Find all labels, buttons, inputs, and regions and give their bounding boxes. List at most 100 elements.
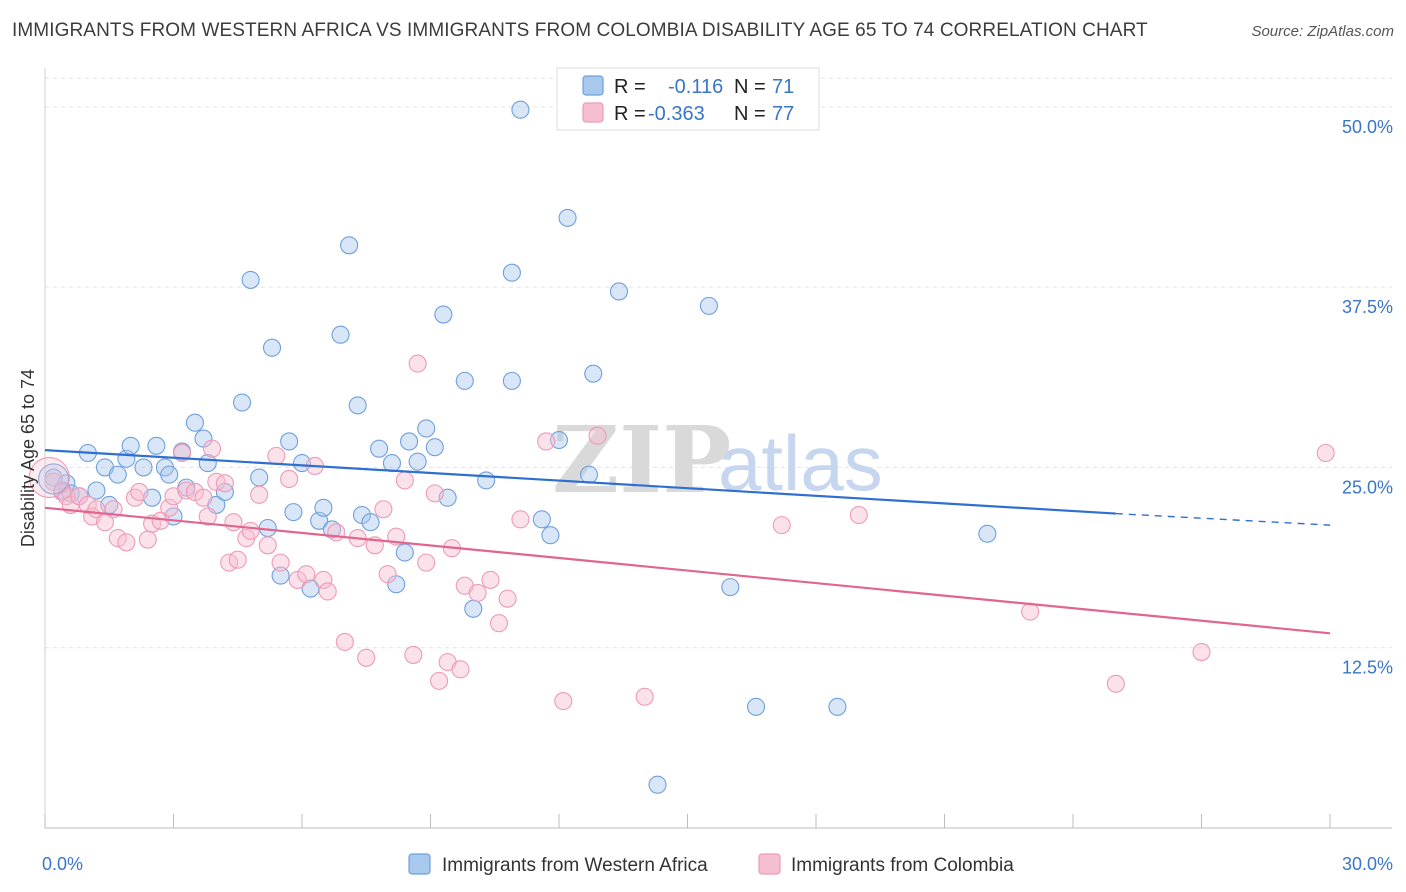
point-colombia bbox=[1106, 674, 1125, 693]
point-colombia bbox=[327, 523, 346, 542]
point-colombia bbox=[425, 484, 444, 503]
chart-title: IMMIGRANTS FROM WESTERN AFRICA VS IMMIGR… bbox=[12, 20, 1148, 41]
stats-legend: R = -0.116 N = 71 R = -0.363 N = 77 bbox=[556, 67, 820, 131]
point-western-africa bbox=[464, 599, 483, 618]
point-colombia bbox=[772, 516, 791, 535]
point-colombia bbox=[1192, 642, 1211, 662]
point-colombia bbox=[318, 582, 337, 601]
legend-swatch-western-africa bbox=[408, 853, 431, 875]
point-colombia bbox=[489, 614, 509, 633]
point-colombia bbox=[468, 583, 487, 602]
point-colombia bbox=[481, 570, 500, 589]
point-colombia bbox=[215, 474, 234, 493]
point-colombia bbox=[138, 530, 157, 549]
y-tick-label: 25.0% bbox=[1342, 477, 1393, 497]
stats-n-label-1: N = bbox=[734, 76, 766, 98]
point-colombia bbox=[250, 485, 269, 504]
point-western-africa bbox=[579, 465, 599, 484]
point-western-africa bbox=[455, 371, 474, 390]
point-western-africa bbox=[558, 208, 577, 227]
point-western-africa bbox=[511, 100, 530, 119]
point-western-africa bbox=[721, 578, 740, 597]
point-western-africa bbox=[185, 413, 204, 432]
point-western-africa bbox=[262, 338, 282, 357]
point-western-africa bbox=[301, 579, 320, 598]
point-western-africa bbox=[502, 371, 521, 390]
point-colombia bbox=[297, 565, 316, 584]
point-western-africa bbox=[38, 463, 70, 495]
point-colombia bbox=[224, 513, 243, 532]
stats-r-value-2: -0.363 bbox=[648, 103, 705, 125]
point-western-africa bbox=[87, 481, 106, 500]
stats-n-value-2: 77 bbox=[772, 103, 794, 125]
point-colombia bbox=[395, 471, 414, 490]
point-colombia bbox=[357, 648, 376, 667]
point-western-africa bbox=[609, 282, 629, 301]
point-colombia bbox=[117, 533, 136, 552]
point-colombia bbox=[511, 510, 530, 529]
point-colombia bbox=[408, 354, 427, 373]
stats-r-value-1: -0.116 bbox=[668, 76, 723, 98]
point-western-africa bbox=[395, 543, 414, 562]
point-western-africa bbox=[370, 439, 389, 458]
point-western-africa bbox=[828, 697, 847, 716]
stats-legend-swatch-pink bbox=[582, 102, 604, 123]
point-western-africa bbox=[648, 775, 667, 794]
point-western-africa bbox=[348, 396, 367, 415]
source-label: Source: ZipAtlas.com bbox=[1251, 23, 1394, 40]
point-colombia bbox=[160, 498, 179, 517]
watermark: ZIP atlas bbox=[552, 406, 883, 514]
point-western-africa bbox=[241, 270, 260, 289]
stats-n-value-1: 71 bbox=[772, 76, 794, 98]
point-western-africa bbox=[408, 452, 427, 471]
point-western-africa bbox=[361, 513, 380, 532]
trend-line-western-africa bbox=[44, 449, 1116, 515]
point-western-africa bbox=[147, 436, 166, 455]
point-colombia bbox=[1021, 602, 1040, 621]
point-colombia bbox=[378, 565, 397, 584]
point-colombia bbox=[228, 550, 247, 569]
point-colombia bbox=[417, 553, 436, 572]
stats-n-label-2: N = bbox=[734, 103, 766, 125]
y-tick-label: 50.0% bbox=[1342, 117, 1393, 137]
point-western-africa bbox=[232, 393, 252, 412]
legend-swatch-colombia bbox=[758, 853, 781, 875]
point-colombia bbox=[404, 645, 423, 664]
point-colombia bbox=[588, 426, 607, 445]
trend-line-extension-western-africa bbox=[1115, 512, 1331, 526]
y-tick-labels: 12.5% 25.0% 37.5% 50.0% bbox=[1342, 117, 1393, 678]
point-colombia bbox=[849, 505, 868, 525]
point-western-africa bbox=[271, 566, 290, 585]
data-points bbox=[28, 100, 1335, 794]
point-colombia bbox=[537, 432, 556, 451]
series-legend: Immigrants from Western Africa Immigrant… bbox=[408, 853, 1014, 876]
point-western-africa bbox=[340, 236, 359, 255]
point-colombia bbox=[430, 671, 449, 690]
point-western-africa bbox=[250, 468, 269, 487]
point-colombia bbox=[498, 589, 517, 608]
point-colombia bbox=[374, 500, 393, 519]
point-colombia bbox=[203, 439, 222, 458]
x-tick-label: 0.0% bbox=[42, 854, 83, 874]
point-western-africa bbox=[425, 438, 444, 457]
point-western-africa bbox=[160, 465, 179, 484]
point-colombia bbox=[130, 482, 149, 501]
point-western-africa bbox=[382, 454, 402, 473]
point-colombia bbox=[108, 529, 127, 548]
axes bbox=[44, 68, 1392, 829]
point-colombia bbox=[194, 488, 213, 507]
point-colombia bbox=[314, 570, 333, 589]
point-colombia bbox=[635, 687, 654, 706]
point-colombia bbox=[554, 692, 573, 711]
point-colombia bbox=[451, 660, 470, 679]
point-western-africa bbox=[978, 524, 997, 543]
point-western-africa bbox=[417, 419, 436, 438]
x-tick-label: 30.0% bbox=[1342, 854, 1393, 874]
trend-lines bbox=[44, 449, 1331, 635]
point-western-africa bbox=[314, 498, 333, 517]
point-colombia bbox=[335, 632, 354, 651]
watermark-zip: ZIP bbox=[552, 406, 731, 514]
stats-r-label-1: R = bbox=[614, 76, 646, 98]
point-colombia bbox=[280, 469, 299, 489]
